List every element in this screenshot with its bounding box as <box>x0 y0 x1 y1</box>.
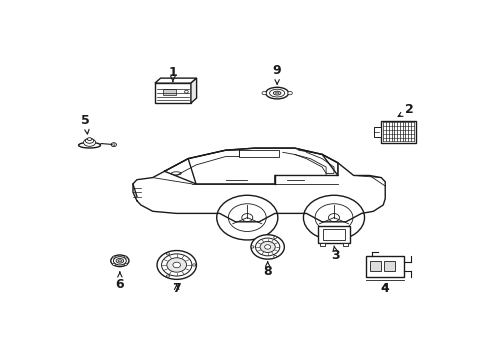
Polygon shape <box>155 78 196 83</box>
Polygon shape <box>190 78 196 103</box>
Circle shape <box>157 251 196 279</box>
Ellipse shape <box>113 257 126 265</box>
Circle shape <box>250 235 284 259</box>
Ellipse shape <box>116 258 123 263</box>
Circle shape <box>166 258 186 272</box>
Circle shape <box>264 245 270 249</box>
Circle shape <box>173 262 180 268</box>
Circle shape <box>262 91 266 95</box>
Bar <box>318 226 349 243</box>
Ellipse shape <box>111 255 129 267</box>
Bar <box>162 89 175 95</box>
Ellipse shape <box>118 260 122 262</box>
Circle shape <box>111 143 116 147</box>
Circle shape <box>260 242 275 252</box>
Text: 9: 9 <box>272 64 281 84</box>
Ellipse shape <box>269 89 284 97</box>
Bar <box>384 261 394 271</box>
Circle shape <box>255 238 279 256</box>
Circle shape <box>112 256 115 258</box>
Ellipse shape <box>79 143 101 148</box>
Circle shape <box>161 254 191 276</box>
Circle shape <box>273 236 276 238</box>
Ellipse shape <box>273 91 280 95</box>
Text: 4: 4 <box>380 282 389 295</box>
Circle shape <box>287 91 292 95</box>
Circle shape <box>124 264 127 265</box>
Text: 7: 7 <box>172 282 181 295</box>
Ellipse shape <box>83 139 96 146</box>
Text: 3: 3 <box>331 246 340 262</box>
Circle shape <box>124 256 127 258</box>
Bar <box>369 261 380 271</box>
Ellipse shape <box>275 92 278 94</box>
Circle shape <box>166 275 169 277</box>
Ellipse shape <box>87 138 92 140</box>
Circle shape <box>273 256 276 258</box>
Bar <box>155 83 190 103</box>
Ellipse shape <box>85 138 94 143</box>
Bar <box>380 121 415 143</box>
Bar <box>366 256 403 277</box>
Text: 8: 8 <box>263 262 271 278</box>
Circle shape <box>250 246 253 248</box>
Text: 5: 5 <box>81 114 90 134</box>
Circle shape <box>112 264 115 265</box>
Text: 6: 6 <box>115 272 124 291</box>
Bar <box>373 127 380 137</box>
Bar <box>319 243 324 246</box>
Ellipse shape <box>265 87 288 99</box>
Text: 2: 2 <box>397 103 413 117</box>
Bar <box>343 243 347 246</box>
Circle shape <box>166 253 169 255</box>
Text: 1: 1 <box>168 66 177 82</box>
Bar <box>322 229 345 240</box>
Circle shape <box>192 264 195 266</box>
